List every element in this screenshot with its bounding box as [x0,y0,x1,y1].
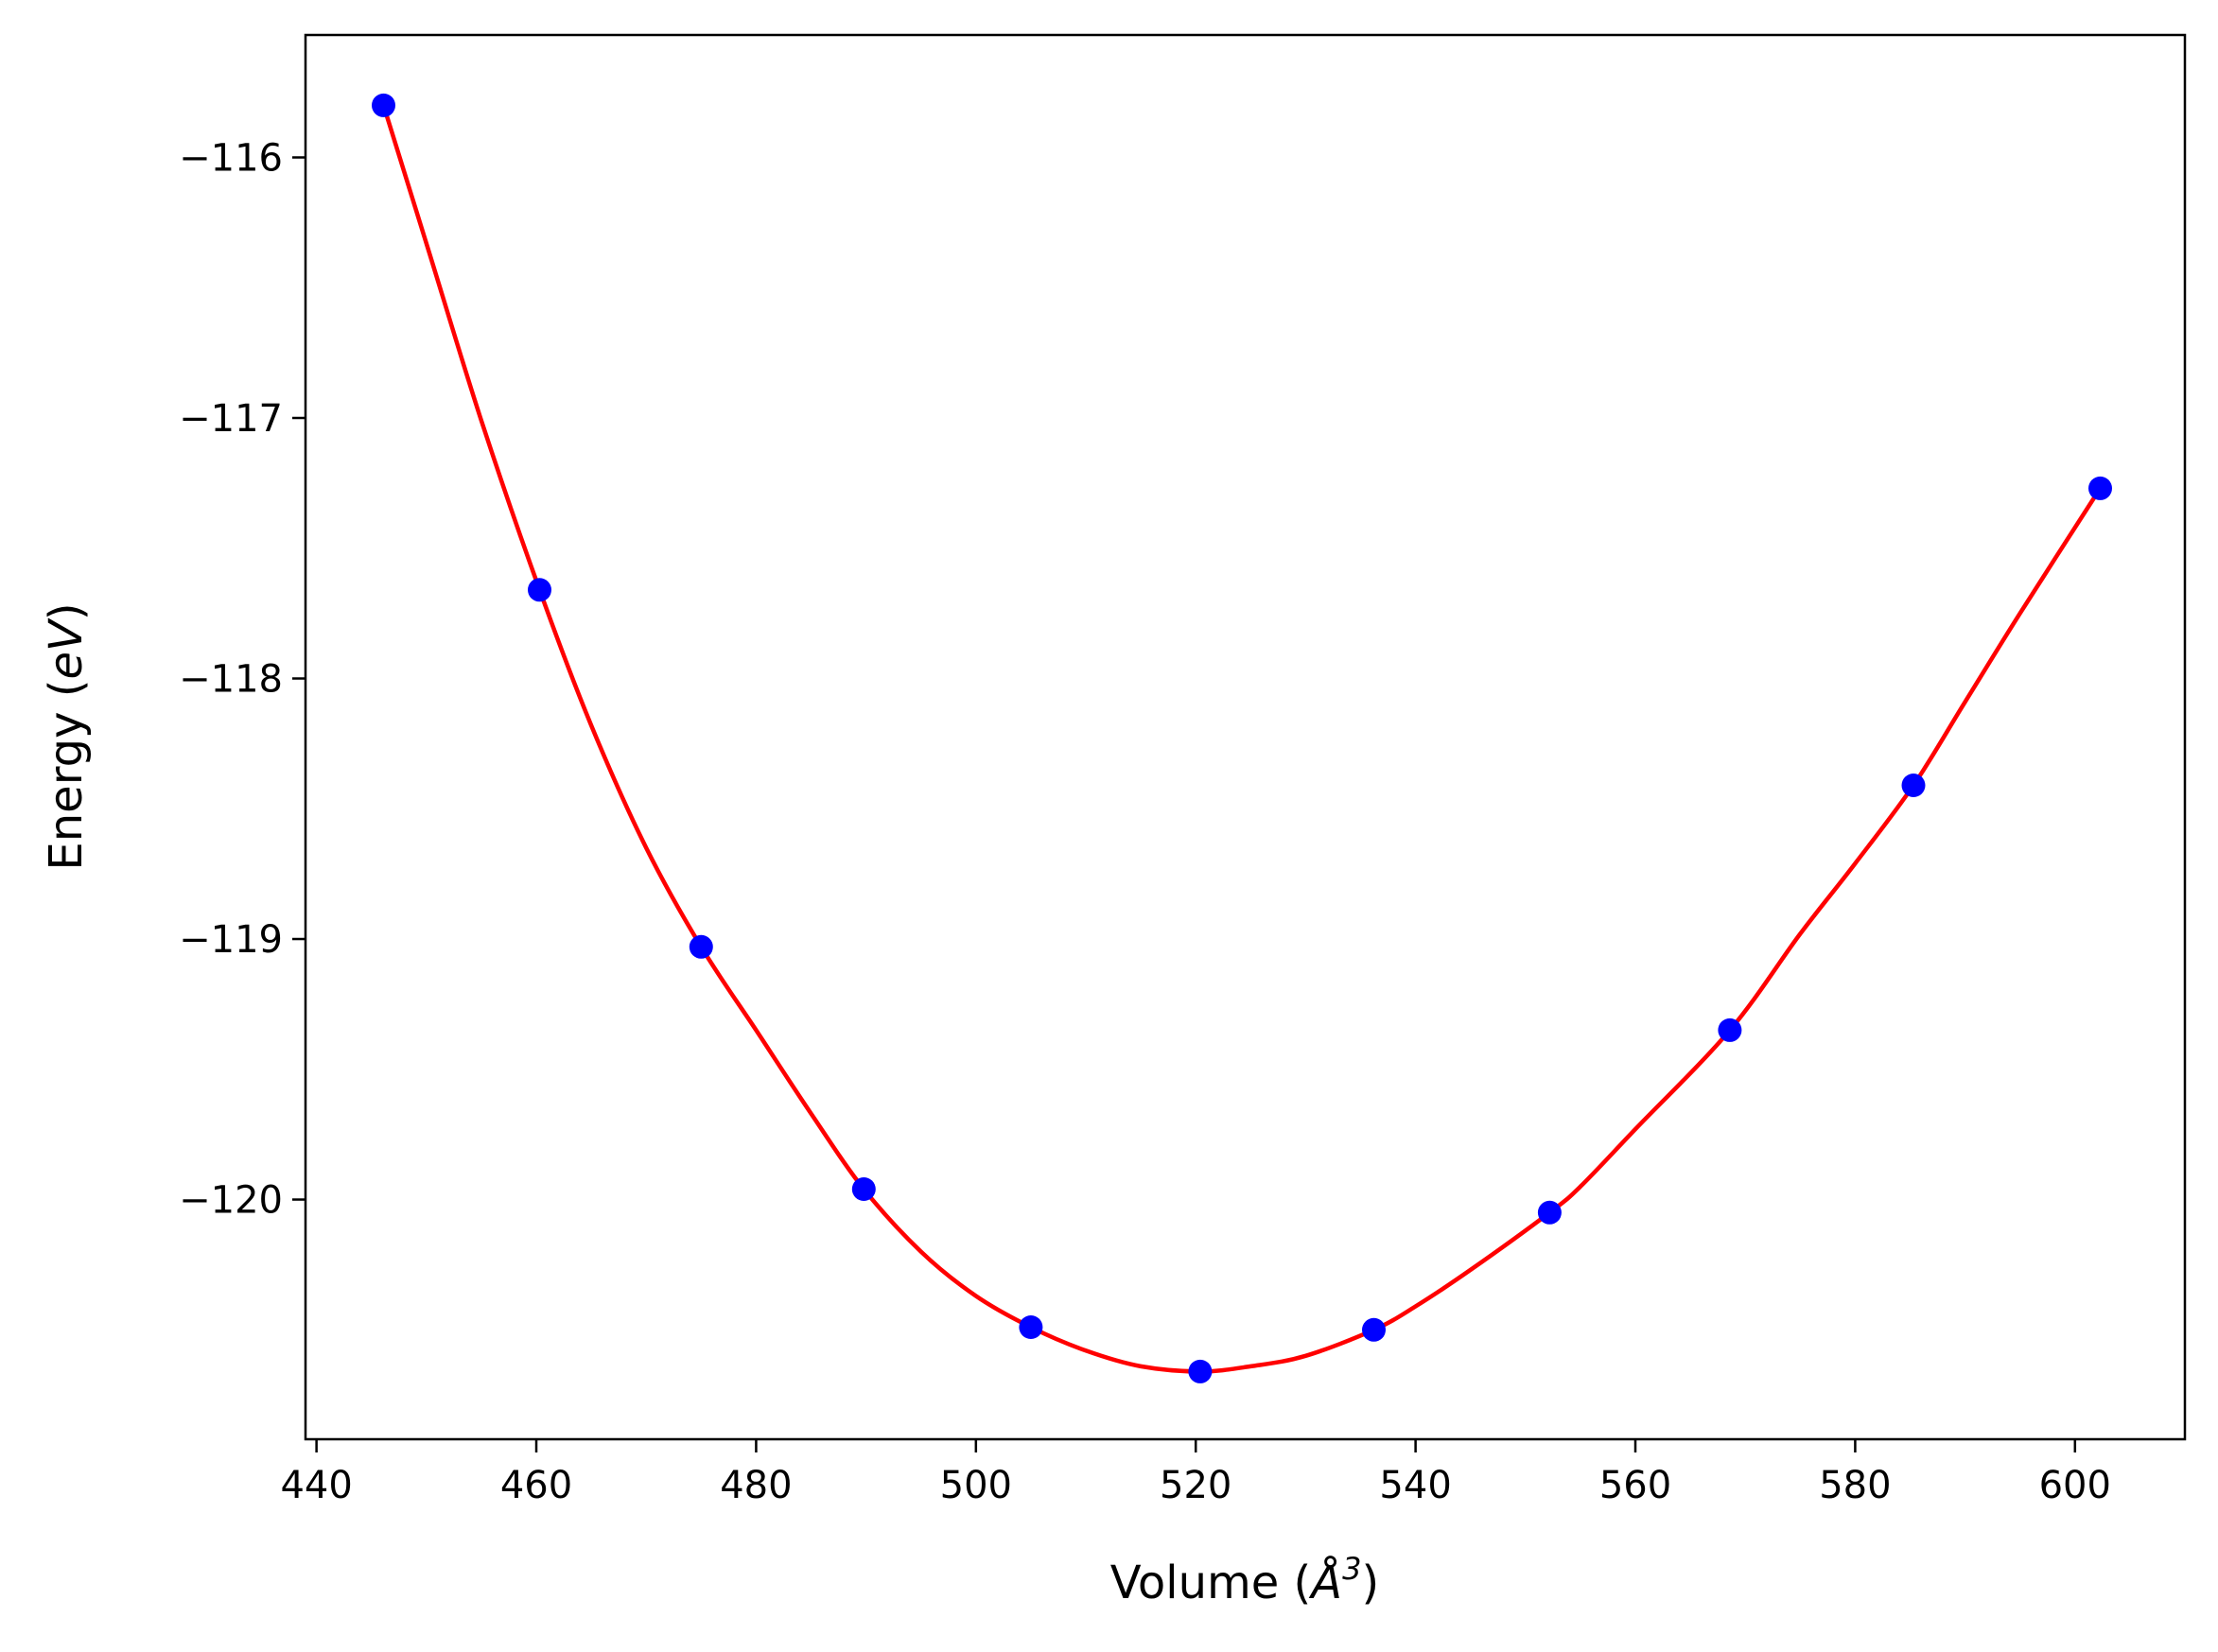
data-point [1188,1359,1213,1383]
data-point [372,93,395,117]
y-axis-title-close: ) [40,602,93,620]
curve-layer [381,104,2103,1374]
y-axis-ticks: −116 −117 −118 −119 −120 [179,136,306,1223]
data-point [1019,1315,1043,1339]
x-tick-label: 600 [2039,1464,2111,1507]
y-tick-label: −118 [179,658,283,702]
data-point [1718,1017,1742,1042]
x-tick-label: 440 [280,1464,352,1507]
y-tick-label: −120 [179,1179,283,1223]
x-tick-label: 480 [720,1464,792,1507]
x-tick-label: 460 [500,1464,572,1507]
data-point [528,578,551,602]
point-layer [372,93,2112,1383]
x-tick-label: 540 [1379,1464,1451,1507]
fit-curve [381,104,2103,1374]
y-axis-title-unit: eV [40,617,93,680]
y-tick-label: −117 [179,397,283,441]
data-point [1901,774,1926,797]
x-axis-title-base: Volume ( [1110,1556,1312,1609]
y-tick-label: −116 [179,136,283,180]
x-tick-label: 520 [1160,1464,1231,1507]
x-axis-title-exponent: 3 [1342,1551,1361,1587]
x-tick-label: 580 [1819,1464,1891,1507]
x-axis-title-close: ) [1361,1556,1379,1609]
y-tick-label: −119 [179,918,283,962]
data-point [689,934,713,959]
plot-frame [304,33,2187,1441]
y-axis-title: Energy (eV) [40,602,93,870]
data-point [1537,1200,1562,1225]
x-tick-label: 560 [1599,1464,1671,1507]
data-point [1362,1317,1386,1342]
x-axis-ticks: 440 460 480 500 520 540 560 580 600 [280,1439,2111,1507]
data-point [851,1177,876,1201]
plot-area [306,35,2185,1439]
data-point [2088,476,2112,500]
y-axis-title-base: Energy ( [40,680,93,871]
x-axis-title: Volume (Å3) [1110,1551,1379,1609]
x-axis-title-unit: Å [1308,1556,1342,1609]
x-tick-label: 500 [940,1464,1012,1507]
